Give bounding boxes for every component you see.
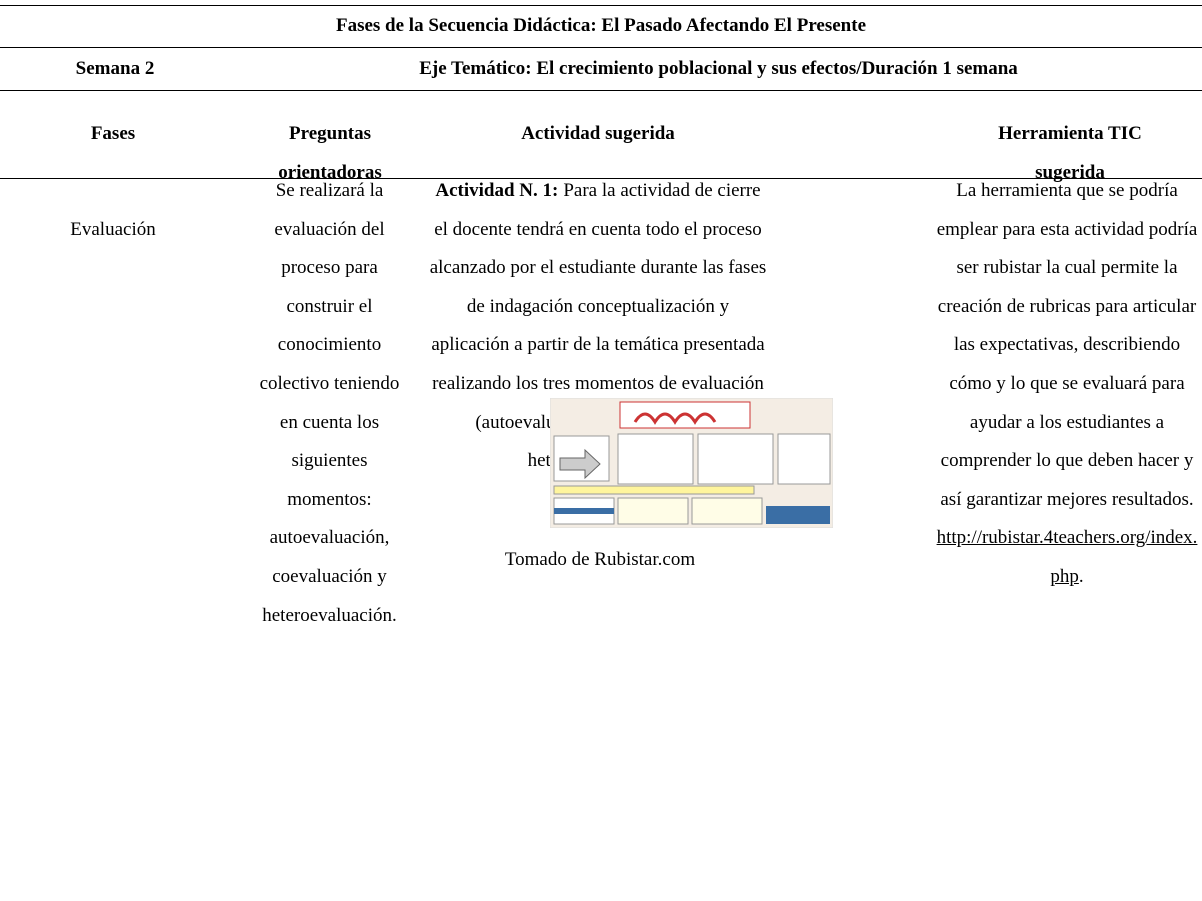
tool-link-block: http://rubistar.4teachers.org/index.php. [932,519,1202,596]
theme: Eje Temático: El crecimiento poblacional… [419,58,1018,79]
image-caption: Tomado de Rubistar.com [504,549,696,570]
rule [0,178,1202,179]
questions: Se realizará la evaluación del proceso p… [259,180,400,626]
activity-label: Actividad N. 1: [435,180,559,201]
rubistar-image [550,398,833,528]
phase: Evaluación [70,219,156,240]
column-header: Preguntas orientadoras [278,123,382,183]
tool-link[interactable]: http://rubistar.4teachers.org/index.php [936,527,1198,587]
rule [0,90,1202,91]
tool-text: La herramienta que se podría emplear par… [936,180,1198,510]
column-header: Actividad sugerida [521,123,675,144]
column-header: Herramienta TIC sugerida [998,123,1142,183]
title: Fases de la Secuencia Didáctica: El Pasa… [335,15,866,36]
week: Semana 2 [75,58,155,79]
tool: La herramienta que se podría emplear par… [932,172,1202,597]
rule [0,47,1202,48]
tool-link-suffix: . [1078,565,1084,587]
rule [0,5,1202,6]
column-header: Fases [90,123,136,144]
